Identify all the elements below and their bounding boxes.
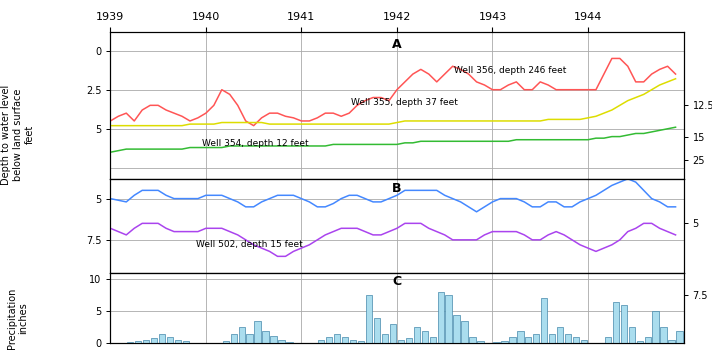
- Bar: [358, 342, 365, 343]
- Bar: [661, 327, 667, 343]
- Bar: [644, 337, 651, 343]
- Bar: [326, 337, 333, 343]
- Bar: [541, 298, 548, 343]
- Bar: [127, 342, 133, 343]
- Bar: [581, 340, 587, 343]
- Bar: [469, 337, 476, 343]
- Bar: [254, 321, 261, 343]
- Text: Well 502, depth 15 feet: Well 502, depth 15 feet: [197, 240, 303, 249]
- Bar: [175, 340, 182, 343]
- Bar: [223, 342, 229, 343]
- Bar: [263, 331, 268, 343]
- Bar: [557, 327, 563, 343]
- Bar: [525, 337, 531, 343]
- Bar: [573, 337, 580, 343]
- Bar: [446, 295, 452, 343]
- Bar: [406, 338, 412, 343]
- Text: C: C: [392, 275, 402, 288]
- Bar: [271, 336, 277, 343]
- Bar: [549, 334, 555, 343]
- Bar: [183, 342, 189, 343]
- Text: Well 356, depth 246 feet: Well 356, depth 246 feet: [454, 66, 567, 75]
- Bar: [334, 334, 340, 343]
- Bar: [533, 334, 540, 343]
- Bar: [151, 338, 157, 343]
- Bar: [143, 340, 150, 343]
- Bar: [159, 334, 165, 343]
- Bar: [477, 342, 483, 343]
- Bar: [621, 305, 627, 343]
- Bar: [422, 331, 428, 343]
- Bar: [669, 340, 675, 343]
- Bar: [612, 302, 619, 343]
- Text: Well 354, depth 12 feet: Well 354, depth 12 feet: [202, 139, 309, 148]
- Bar: [239, 327, 245, 343]
- Bar: [286, 342, 293, 343]
- Bar: [454, 314, 460, 343]
- Bar: [461, 321, 468, 343]
- Bar: [509, 337, 515, 343]
- Bar: [414, 327, 420, 343]
- Text: Depth to water level
below land surface
feet: Depth to water level below land surface …: [1, 84, 34, 185]
- Text: Well 355, depth 37 feet: Well 355, depth 37 feet: [351, 98, 458, 107]
- Bar: [604, 337, 611, 343]
- Text: B: B: [392, 182, 402, 195]
- Bar: [342, 337, 348, 343]
- Bar: [493, 342, 500, 343]
- Bar: [565, 334, 571, 343]
- Bar: [438, 292, 444, 343]
- Bar: [278, 340, 285, 343]
- Bar: [318, 340, 325, 343]
- Bar: [517, 331, 523, 343]
- Bar: [429, 337, 436, 343]
- Bar: [374, 318, 380, 343]
- Bar: [135, 341, 142, 343]
- Bar: [366, 295, 372, 343]
- Bar: [231, 334, 237, 343]
- Bar: [629, 327, 635, 343]
- Text: A: A: [392, 38, 402, 51]
- Text: Precipitation
inches: Precipitation inches: [7, 288, 28, 349]
- Bar: [501, 342, 508, 343]
- Bar: [167, 337, 173, 343]
- Bar: [382, 334, 388, 343]
- Bar: [652, 311, 659, 343]
- Bar: [637, 342, 643, 343]
- Bar: [398, 340, 404, 343]
- Bar: [676, 331, 683, 343]
- Bar: [389, 324, 396, 343]
- Bar: [246, 334, 253, 343]
- Bar: [350, 340, 356, 343]
